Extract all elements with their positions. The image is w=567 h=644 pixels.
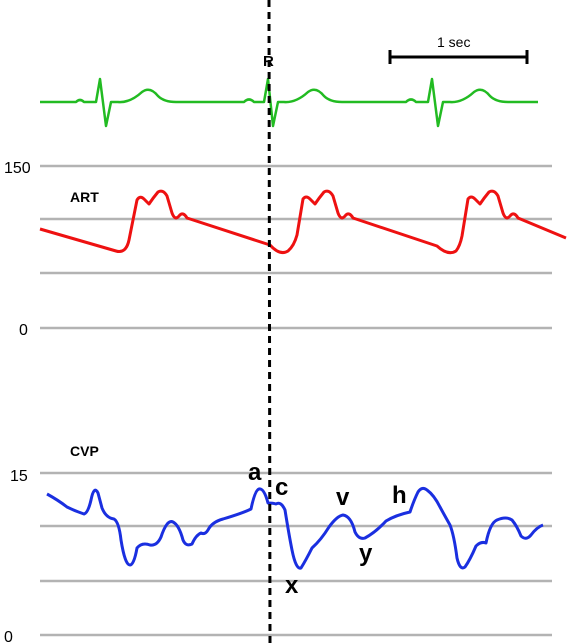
cvp-a-wave-label: a	[248, 459, 262, 486]
ecg-trace	[40, 77, 538, 128]
r-wave-reference-line	[267, 0, 272, 644]
art-trace	[39, 189, 567, 255]
cvp-h-wave-label: h	[392, 482, 407, 509]
cvp-trace	[46, 486, 544, 570]
cvp-channel-label: CVP	[70, 443, 99, 459]
time-scale-label: 1 sec	[437, 34, 470, 50]
gridlines	[40, 164, 552, 637]
art-scale-top-label: 150	[4, 160, 31, 177]
art-channel-label: ART	[70, 189, 99, 205]
cvp-y-wave-label: y	[359, 540, 373, 567]
time-scale-bar	[388, 50, 529, 64]
cvp-x-wave-label: x	[285, 572, 299, 599]
art-scale-bottom-label: 0	[19, 322, 28, 339]
cvp-c-wave-label: c	[275, 474, 288, 501]
cvp-scale-bottom-label: 0	[4, 629, 13, 644]
cvp-v-wave-label: v	[336, 484, 350, 511]
cvp-scale-top-label: 15	[10, 468, 28, 485]
